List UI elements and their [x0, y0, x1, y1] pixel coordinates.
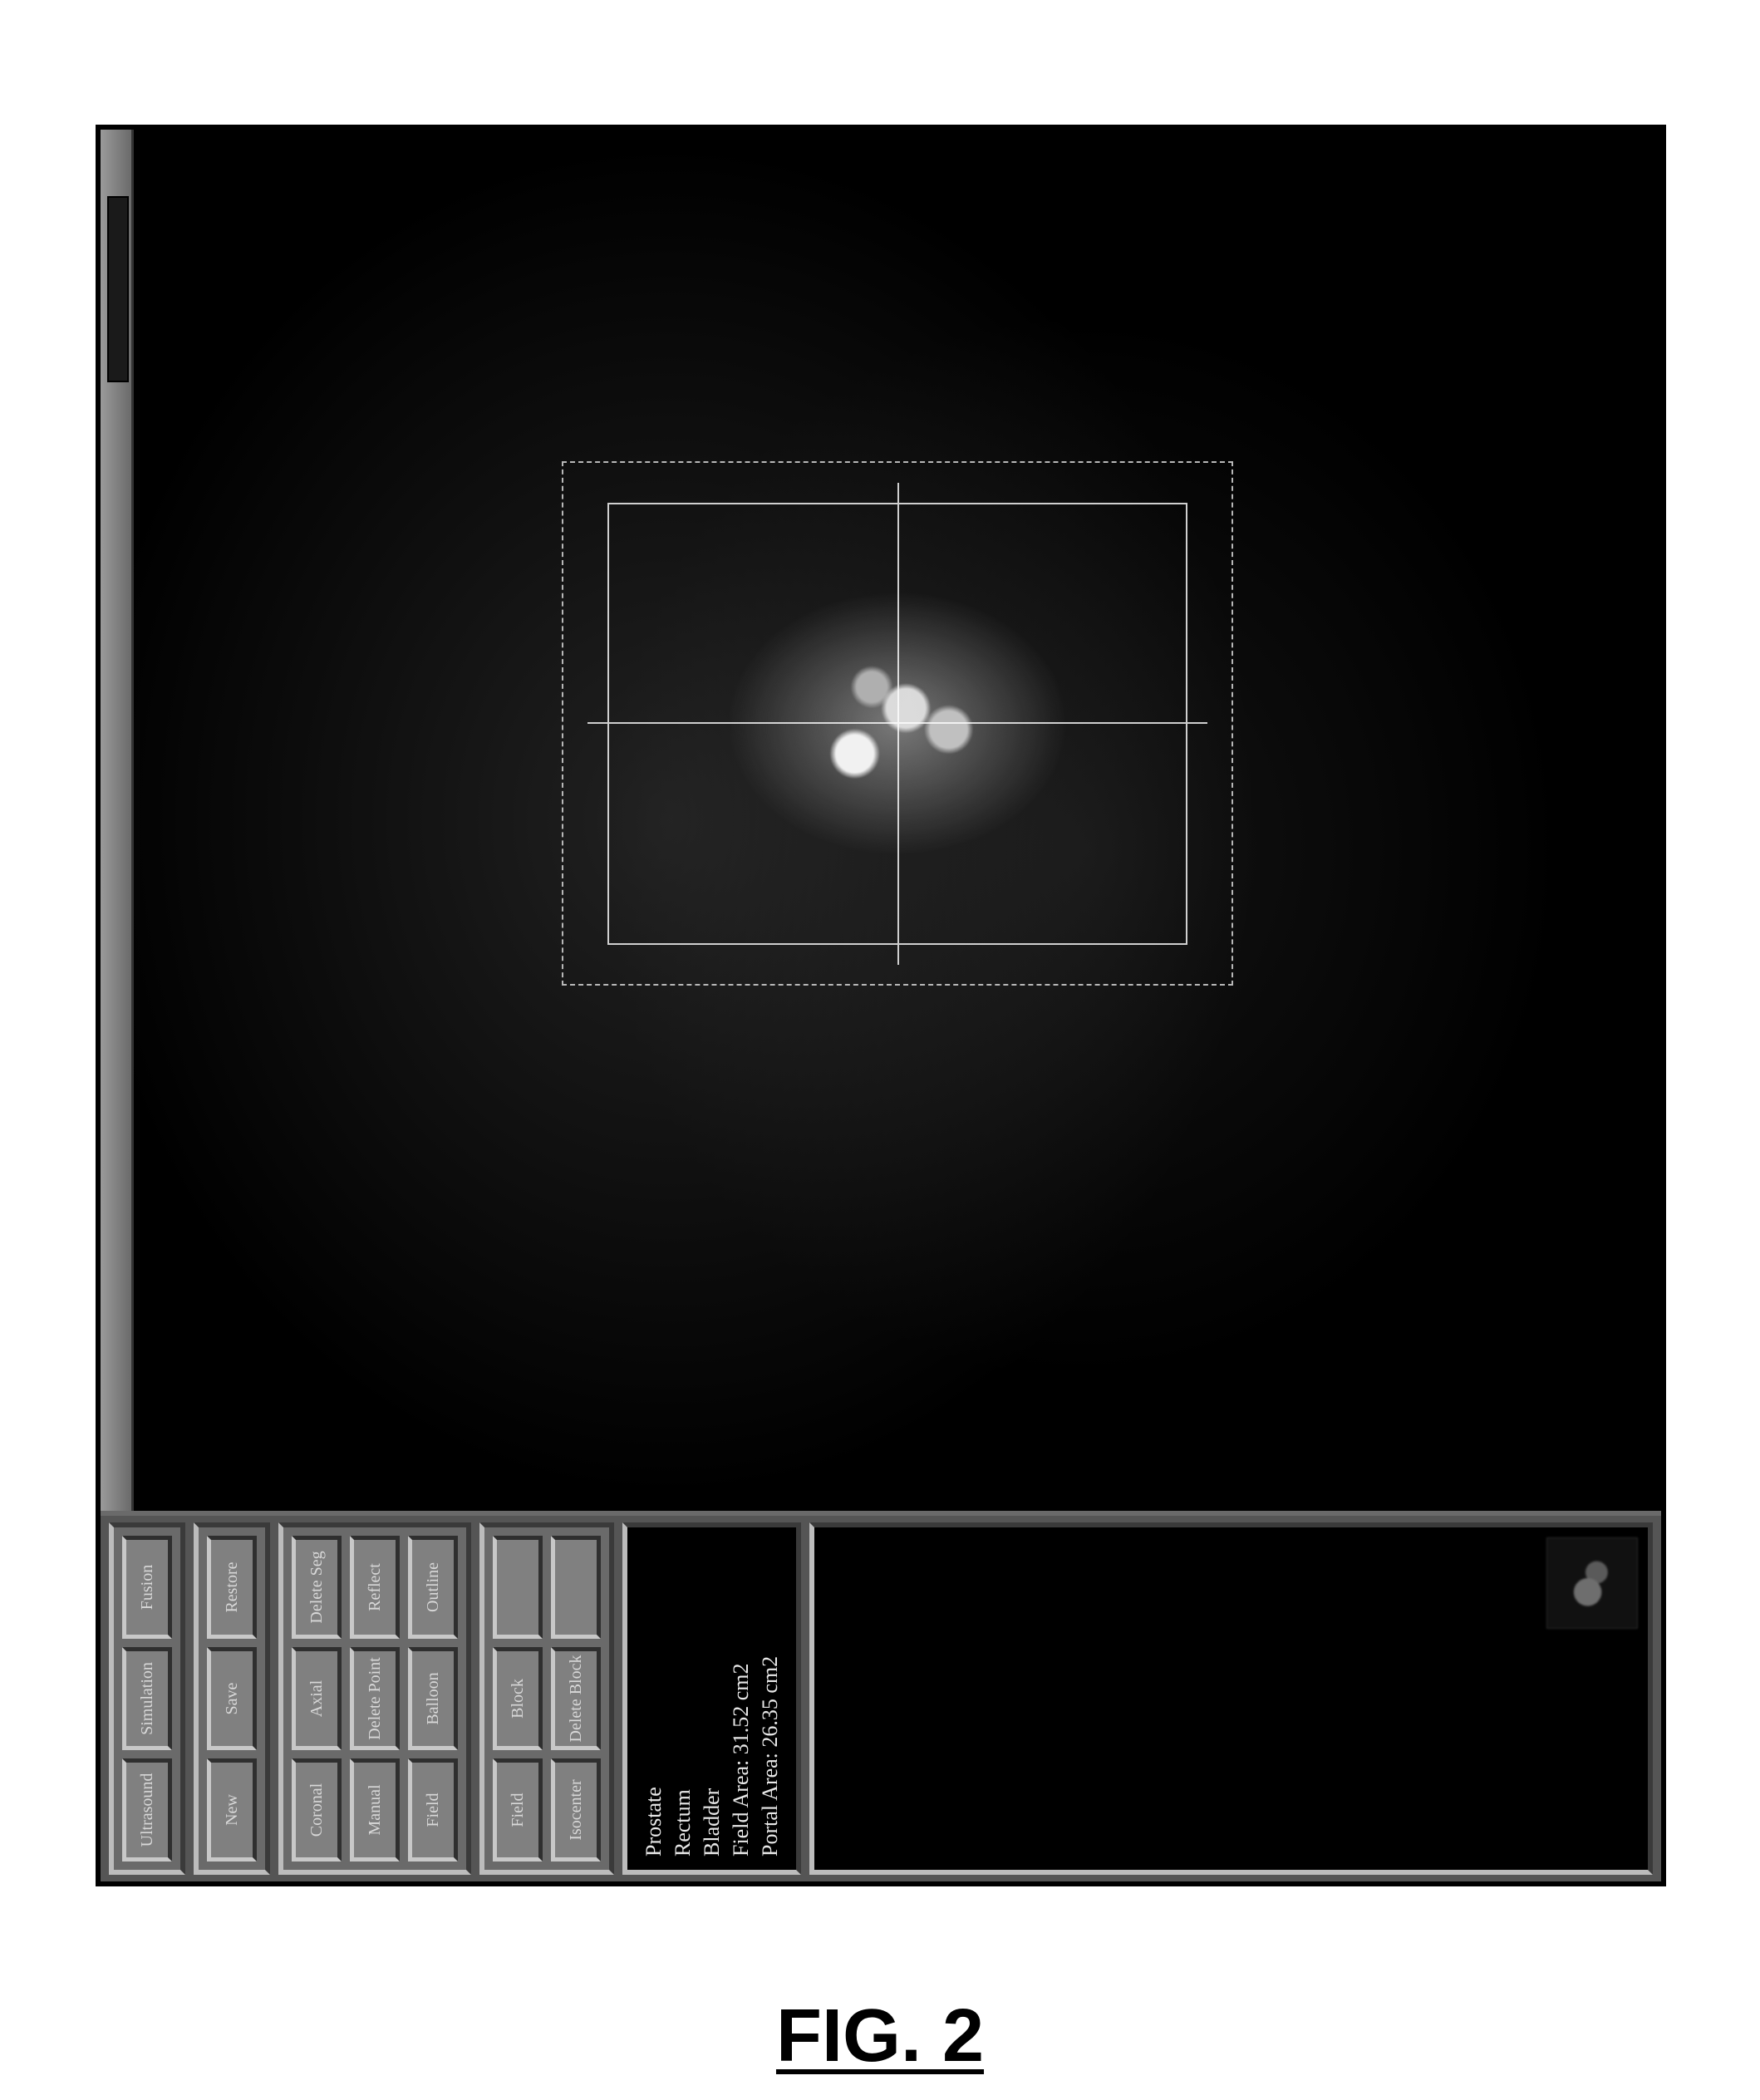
info-panel: Prostate Rectum Bladder Field Area: 31.5…: [622, 1522, 801, 1875]
panel-draw: Coronal Axial Delete Seg Manual Delete P…: [278, 1522, 471, 1875]
figure-frame: Ultrasound Simulation Fusion New Save Re…: [96, 125, 1666, 1886]
title-bar: [101, 130, 134, 1511]
crosshair-tick-top: [587, 722, 607, 724]
restore-button[interactable]: Restore: [207, 1536, 257, 1639]
scan-canvas[interactable]: [134, 130, 1661, 1511]
main-view: [101, 130, 1661, 1516]
delete-seg-button[interactable]: Delete Seg: [292, 1536, 342, 1639]
panel-mode: Ultrasound Simulation Fusion: [109, 1522, 185, 1875]
thumbnail-image: [1546, 1537, 1638, 1629]
sidebar: Ultrasound Simulation Fusion New Save Re…: [101, 1516, 1661, 1881]
info-line-portal-area: Portal Area: 26.35 cm2: [755, 1541, 784, 1857]
new-button[interactable]: New: [207, 1758, 257, 1861]
ultrasound-button[interactable]: Ultrasound: [122, 1758, 172, 1861]
simulation-button[interactable]: Simulation: [122, 1647, 172, 1750]
axial-button[interactable]: Axial: [292, 1647, 342, 1750]
panel-file: New Save Restore: [194, 1522, 270, 1875]
delete-block-button[interactable]: Delete Block: [551, 1647, 601, 1750]
delete-point-button[interactable]: Delete Point: [350, 1647, 400, 1750]
info-line-prostate: Prostate: [639, 1541, 668, 1857]
draw-field-button[interactable]: Field: [408, 1758, 458, 1861]
anatomy-render: [684, 572, 1112, 876]
fusion-button[interactable]: Fusion: [122, 1536, 172, 1639]
crosshair-tick-bottom: [1187, 722, 1207, 724]
info-line-field-area: Field Area: 31.52 cm2: [726, 1541, 755, 1857]
isocenter-button[interactable]: Isocenter: [551, 1758, 601, 1861]
crosshair-tick-left: [897, 945, 899, 965]
block-slot-6[interactable]: [551, 1536, 601, 1639]
save-button[interactable]: Save: [207, 1647, 257, 1750]
balloon-button[interactable]: Balloon: [408, 1647, 458, 1750]
thumbnail-panel: [809, 1522, 1653, 1875]
coronal-button[interactable]: Coronal: [292, 1758, 342, 1861]
panel-block: Field Block Isocenter Delete Block: [479, 1522, 614, 1875]
figure-label: FIG. 2: [776, 1994, 984, 2079]
block-slot-3[interactable]: [493, 1536, 543, 1639]
app-window: Ultrasound Simulation Fusion New Save Re…: [101, 130, 1661, 1881]
info-line-bladder: Bladder: [697, 1541, 726, 1857]
field-button[interactable]: Field: [493, 1758, 543, 1861]
outline-button[interactable]: Outline: [408, 1536, 458, 1639]
reflect-button[interactable]: Reflect: [350, 1536, 400, 1639]
crosshair-tick-right: [897, 483, 899, 503]
manual-button[interactable]: Manual: [350, 1758, 400, 1861]
block-button[interactable]: Block: [493, 1647, 543, 1750]
info-line-rectum: Rectum: [668, 1541, 697, 1857]
